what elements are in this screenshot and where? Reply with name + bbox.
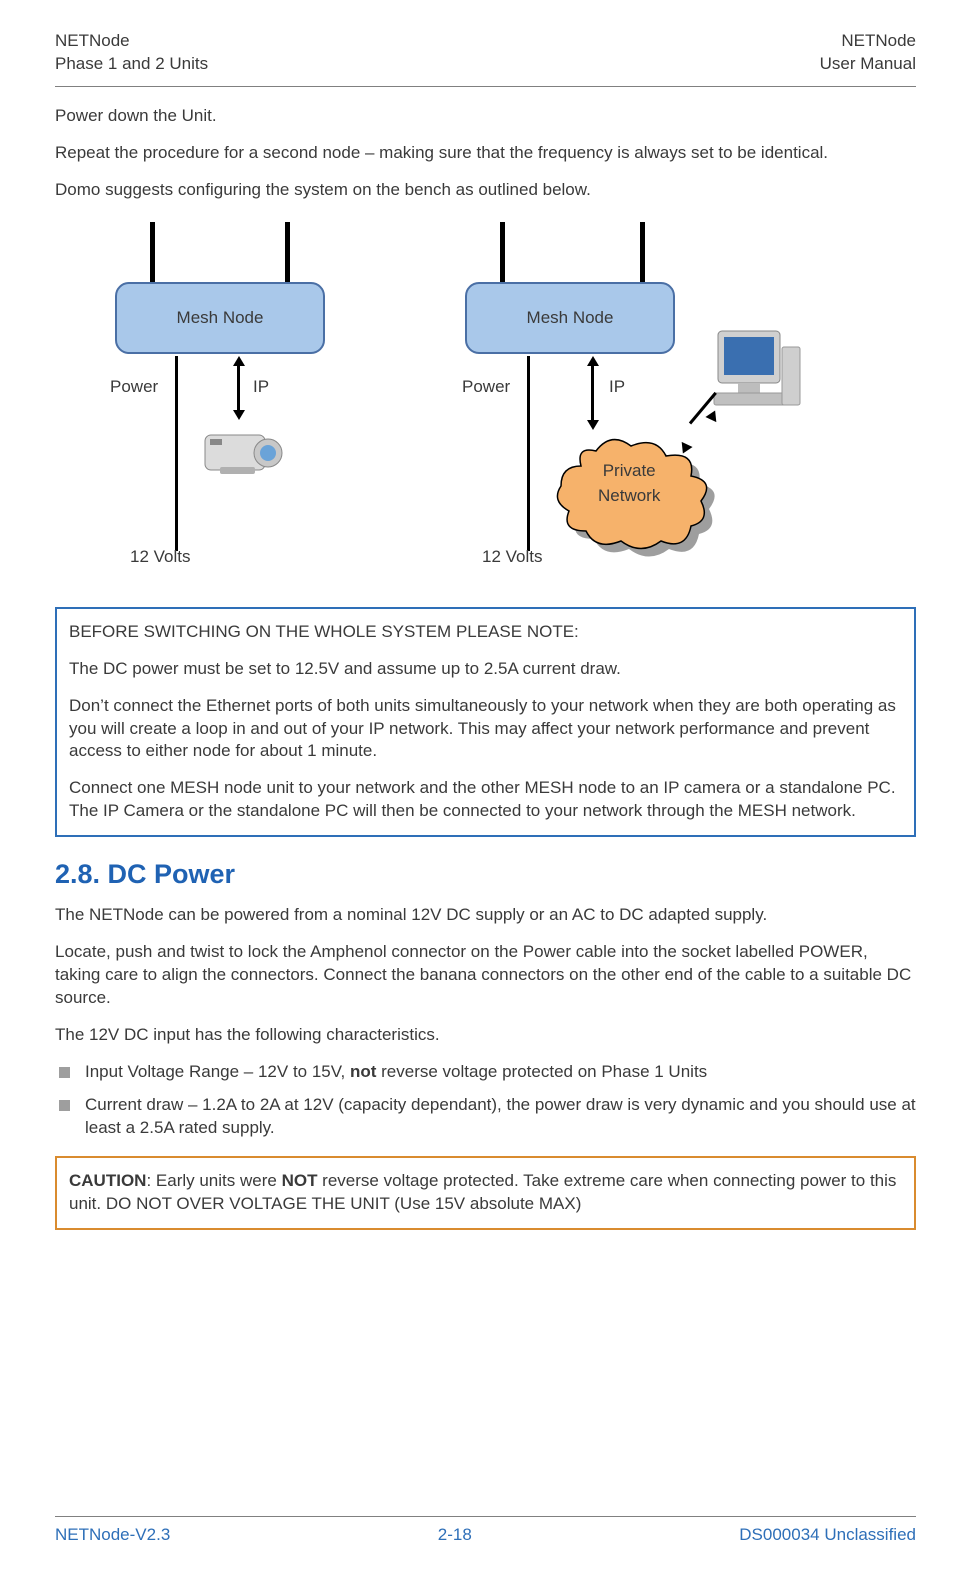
bullet1-bold: not [350, 1062, 376, 1081]
caution-box: CAUTION: Early units were NOT reverse vo… [55, 1156, 916, 1230]
antenna-icon [150, 222, 155, 287]
page-footer: NETNode-V2.3 2-18 DS000034 Unclassified [55, 1516, 916, 1545]
caution-text1: : Early units were [146, 1171, 281, 1190]
antenna-icon [285, 222, 290, 287]
page-header: NETNode Phase 1 and 2 Units NETNode User… [55, 30, 916, 87]
footer-center: 2-18 [438, 1525, 472, 1545]
volts-label: 12 Volts [130, 547, 191, 567]
header-right-line2: User Manual [820, 53, 916, 76]
header-left-line1: NETNode [55, 30, 208, 53]
cloud-text-1: Private [598, 460, 660, 483]
ip-label: IP [609, 377, 625, 397]
bullet1-pre: Input Voltage Range – 12V to 15V, [85, 1062, 350, 1081]
power-line [527, 356, 530, 551]
cloud-text-2: Network [598, 485, 660, 508]
volts-label: 12 Volts [482, 547, 543, 567]
power-label: Power [110, 377, 158, 397]
footer-right: DS000034 Unclassified [739, 1525, 916, 1545]
mesh-node-box: Mesh Node [115, 282, 325, 354]
bullet1-post: reverse voltage protected on Phase 1 Uni… [376, 1062, 707, 1081]
header-left: NETNode Phase 1 and 2 Units [55, 30, 208, 76]
power-label: Power [462, 377, 510, 397]
mesh-node-label: Mesh Node [527, 308, 614, 328]
list-item: Input Voltage Range – 12V to 15V, not re… [55, 1061, 916, 1084]
paragraph: Power down the Unit. [55, 105, 916, 128]
header-right: NETNode User Manual [820, 30, 916, 76]
computer-icon [710, 327, 805, 417]
notice-box: BEFORE SWITCHING ON THE WHOLE SYSTEM PLE… [55, 607, 916, 838]
notice-text: Don’t connect the Ethernet ports of both… [69, 695, 902, 764]
notice-text: Connect one MESH node unit to your netwo… [69, 777, 902, 823]
mesh-node-box: Mesh Node [465, 282, 675, 354]
footer-left: NETNode-V2.3 [55, 1525, 170, 1545]
notice-text: BEFORE SWITCHING ON THE WHOLE SYSTEM PLE… [69, 621, 902, 644]
system-diagram: Mesh Node Power IP 12 Volts Mesh Node Po… [55, 222, 915, 582]
paragraph: Domo suggests configuring the system on … [55, 179, 916, 202]
header-left-line2: Phase 1 and 2 Units [55, 53, 208, 76]
paragraph: The 12V DC input has the following chara… [55, 1024, 916, 1047]
paragraph: Repeat the procedure for a second node –… [55, 142, 916, 165]
caution-bold1: CAUTION [69, 1171, 146, 1190]
paragraph: The NETNode can be powered from a nomina… [55, 904, 916, 927]
header-right-line1: NETNode [820, 30, 916, 53]
ip-line [591, 362, 594, 422]
cloud-label: Private Network [598, 460, 660, 508]
section-heading: 2.8. DC Power [55, 859, 916, 890]
antenna-icon [640, 222, 645, 287]
paragraph: Locate, push and twist to lock the Amphe… [55, 941, 916, 1010]
ip-line [237, 362, 240, 412]
list-item: Current draw – 1.2A to 2A at 12V (capaci… [55, 1094, 916, 1140]
mesh-node-label: Mesh Node [177, 308, 264, 328]
bullet-list: Input Voltage Range – 12V to 15V, not re… [55, 1061, 916, 1140]
notice-text: The DC power must be set to 12.5V and as… [69, 658, 902, 681]
caution-bold2: NOT [282, 1171, 318, 1190]
camera-icon [200, 417, 290, 482]
antenna-icon [500, 222, 505, 287]
power-line [175, 356, 178, 551]
ip-label: IP [253, 377, 269, 397]
